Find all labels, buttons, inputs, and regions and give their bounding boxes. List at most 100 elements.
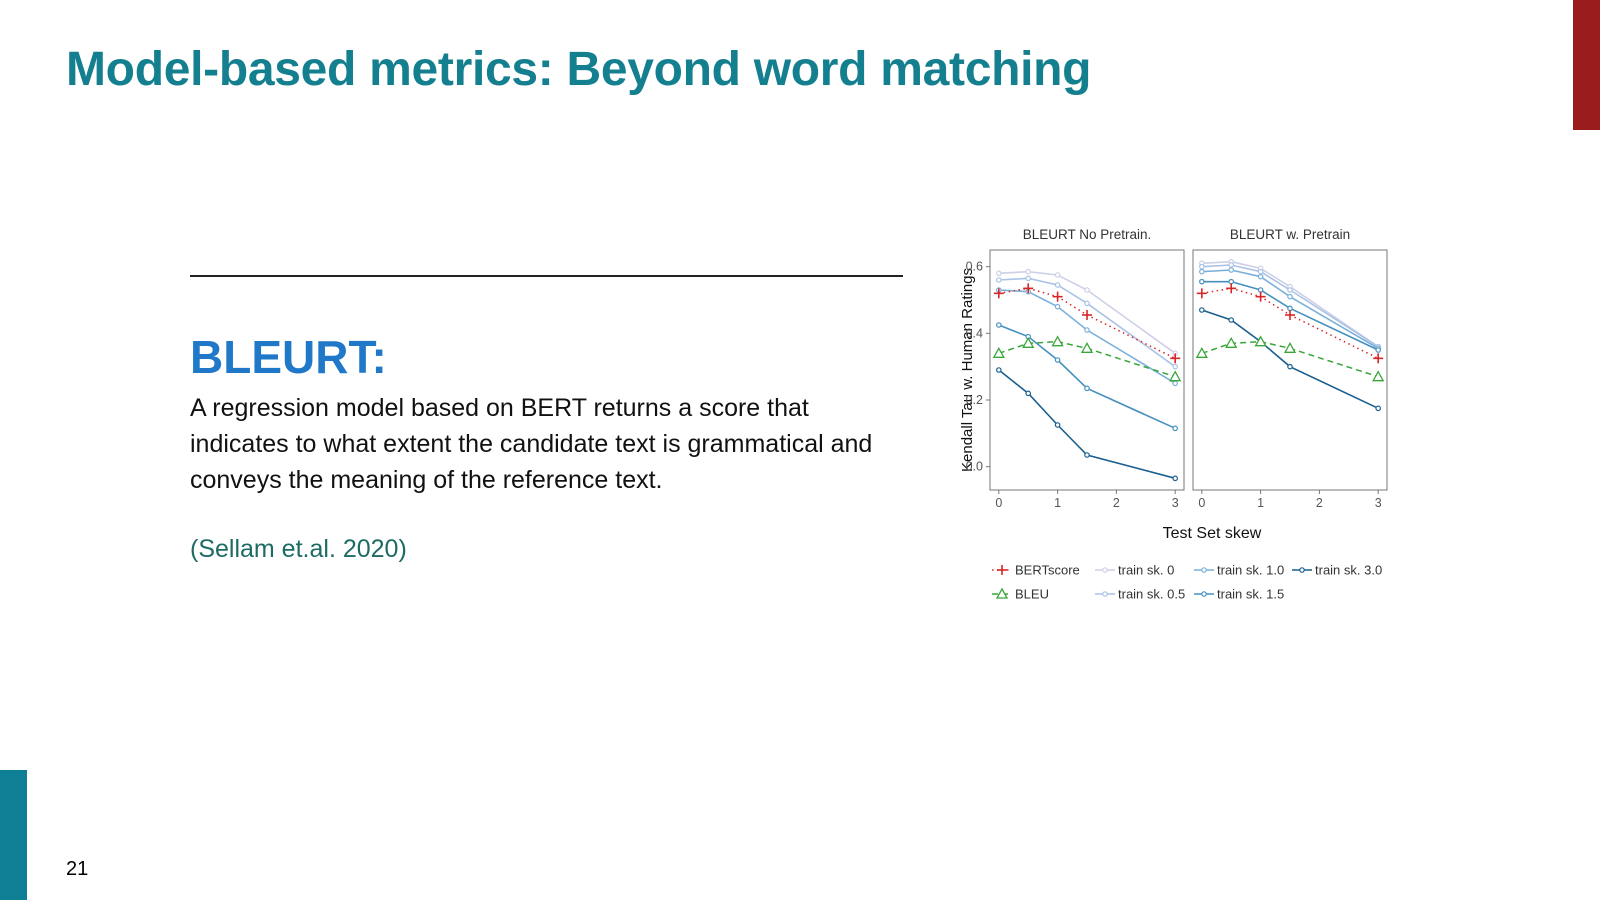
- panel-2-series-train-sk-0-5-point: [1287, 287, 1293, 293]
- panel-1-series-train-sk-1-0-point: [1084, 327, 1090, 333]
- panel-2-series-bertscore-point: [1255, 291, 1266, 302]
- panel-2-series-bleu-point: [1372, 370, 1385, 382]
- panel-1-series-bleu-point: [1169, 370, 1182, 382]
- legend-item-train-sk-1-5: train sk. 1.5: [1194, 587, 1284, 602]
- panel-1-series-bleu-point: [1051, 335, 1064, 347]
- legend-item-train-sk-0-5: train sk. 0.5: [1095, 587, 1185, 602]
- panel-2-series-train-sk-0-5-point: [1199, 263, 1205, 270]
- panel-1-series-train-sk-3-0-point: [1025, 390, 1032, 397]
- y-axis-label: Kendall Tau w. Human Ratings: [959, 268, 976, 472]
- y-tick-label: 0.4: [966, 326, 983, 340]
- panel-2-series-train-sk-0-line: [1201, 260, 1379, 348]
- panel-2-series-train-sk-3-0-point: [1287, 363, 1293, 370]
- panel-2-series-train-sk-1-5-point: [1228, 278, 1235, 285]
- panel-1-series-train-sk-0-5-point: [996, 277, 1002, 283]
- panel-1-series-bleu-point: [1022, 336, 1035, 348]
- x-tick-label: 3: [1375, 496, 1382, 510]
- slide-title: Model-based metrics: Beyond word matchin…: [66, 43, 1092, 96]
- panel-1-series-bertscore-point: [1170, 353, 1181, 364]
- legend-item-bleu-label: BLEU: [1015, 587, 1049, 602]
- x-tick-label: 0: [1198, 496, 1205, 510]
- panel-2-series-train-sk-3-0-line: [1201, 309, 1379, 410]
- legend-item-train-sk-0: train sk. 0: [1095, 563, 1174, 578]
- panel-1-series-bertscore-point: [1082, 310, 1092, 320]
- legend-item-bertscore: BERTscore: [992, 563, 1080, 578]
- legend-item-train-sk-3-0: train sk. 3.0: [1292, 563, 1382, 578]
- panel-1-series-train-sk-3-0-point: [996, 367, 1002, 373]
- panel-2-series-bertscore-point: [1196, 288, 1207, 299]
- x-tick-label: 1: [1054, 496, 1061, 510]
- panel-1-series-train-sk-0-5-point: [1054, 282, 1061, 288]
- x-axis-label: Test Set skew: [1163, 525, 1262, 542]
- panel-1-series-bertscore-point: [993, 288, 1004, 299]
- panel-1-series-train-sk-1-0-point: [1172, 380, 1178, 387]
- panel-1-series-train-sk-1-5-line: [998, 324, 1176, 430]
- panel-1-frame: [989, 249, 1185, 491]
- legend-item-bertscore-marker: [997, 565, 1007, 575]
- corner-accent-bar: [1573, 0, 1600, 130]
- legend-item-train-sk-0-5-label: train sk. 0.5: [1118, 587, 1185, 602]
- panel-1-series-train-sk-3-0-point: [1172, 475, 1178, 482]
- panel-1-series-train-sk-0-point: [1025, 268, 1032, 275]
- panel-2-series-bertscore-point: [1373, 353, 1384, 364]
- panel-2-series-train-sk-1-0-point: [1199, 268, 1205, 275]
- y-tick-label: 0.0: [966, 460, 983, 474]
- panel-2-series-train-sk-3-0-point: [1228, 317, 1235, 323]
- panel-1-series-train-sk-3-0-point: [1084, 452, 1090, 458]
- legend-item-bleu: BLEU: [992, 587, 1049, 602]
- legend-item-train-sk-0-marker: [1102, 567, 1108, 573]
- divider-line: [190, 275, 903, 277]
- legend: BERTscore train sk. 0 train sk. 1.0 train s…: [992, 563, 1382, 602]
- panel-2-series-train-sk-1-5-point: [1375, 347, 1381, 353]
- legend-item-train-sk-3-0-label: train sk. 3.0: [1315, 563, 1382, 578]
- panel-2-series-bertscore-point: [1226, 283, 1237, 294]
- legend-item-train-sk-3-0-marker: [1299, 567, 1305, 573]
- panel-1-series-train-sk-0-point: [1054, 272, 1061, 278]
- legend-item-train-sk-0-label: train sk. 0: [1118, 563, 1174, 578]
- x-tick-label: 2: [1113, 496, 1120, 510]
- y-tick-label: 0.2: [966, 393, 983, 407]
- panel-1-series-train-sk-0-5-point: [1084, 300, 1090, 307]
- panel-1-series-bleu-point: [992, 346, 1005, 358]
- panel-2-series-bertscore-point: [1285, 310, 1295, 320]
- legend-item-bertscore-label: BERTscore: [1015, 563, 1080, 578]
- panel-1-series-train-sk-1-5-point: [1172, 425, 1178, 432]
- panel-2-series-train-sk-1-0-point: [1257, 273, 1264, 280]
- panel-2-title: BLEURT w. Pretrain: [1230, 227, 1350, 242]
- panel-2-frame: [1192, 249, 1388, 491]
- x-tick-label: 2: [1316, 496, 1323, 510]
- legend-item-bleu-marker: [995, 587, 1009, 599]
- panel-1-series-bleu-point: [1080, 341, 1094, 353]
- panel-1-series-train-sk-3-0-point: [1054, 422, 1061, 428]
- panel-1-series-bertscore-point: [1023, 283, 1034, 294]
- panel-2-series-bleu-point: [1254, 335, 1267, 347]
- body-text: A regression model based on BERT returns…: [190, 394, 873, 494]
- legend-item-train-sk-1-5-label: train sk. 1.5: [1217, 587, 1284, 602]
- citation: (Sellam et.al. 2020): [190, 535, 407, 563]
- panel-1-series-train-sk-1-5-point: [996, 322, 1002, 328]
- panel-1-title: BLEURT No Pretrain.: [1023, 227, 1152, 242]
- panel-2-series-train-sk-3-0-point: [1199, 307, 1205, 313]
- x-tick-label: 1: [1257, 496, 1264, 510]
- legend-item-train-sk-1-5-marker: [1201, 591, 1207, 597]
- left-accent-bar: [0, 770, 27, 900]
- legend-item-train-sk-1-0-marker: [1201, 567, 1207, 573]
- panel-1-series-bertscore-point: [1052, 291, 1063, 302]
- panel-2-series-train-sk-0-5-point: [1257, 268, 1264, 275]
- section-heading: BLEURT:: [190, 331, 387, 383]
- x-tick-label: 3: [1172, 496, 1179, 510]
- panel-1-series-train-sk-0-5-point: [1172, 363, 1178, 370]
- panel-2-series-bleu-point: [1195, 346, 1208, 358]
- panel-2-series-train-sk-1-0-point: [1287, 293, 1293, 300]
- legend-item-train-sk-0-5-marker: [1102, 591, 1108, 597]
- panel-2-series-train-sk-1-5-point: [1257, 287, 1264, 293]
- panel-2-series-train-sk-3-0-point: [1375, 405, 1381, 412]
- legend-item-train-sk-1-0: train sk. 1.0: [1194, 563, 1284, 578]
- panel-2-series-train-sk-0-5-point: [1228, 262, 1235, 268]
- x-tick-label: 0: [995, 496, 1002, 510]
- page-number: 21: [66, 858, 89, 880]
- panel-1-series-train-sk-1-5-point: [1054, 357, 1061, 363]
- y-tick-label: 0.6: [966, 260, 983, 274]
- panel-2-series-bleu-point: [1283, 341, 1297, 353]
- panel-2-series-bleu-point: [1225, 336, 1238, 348]
